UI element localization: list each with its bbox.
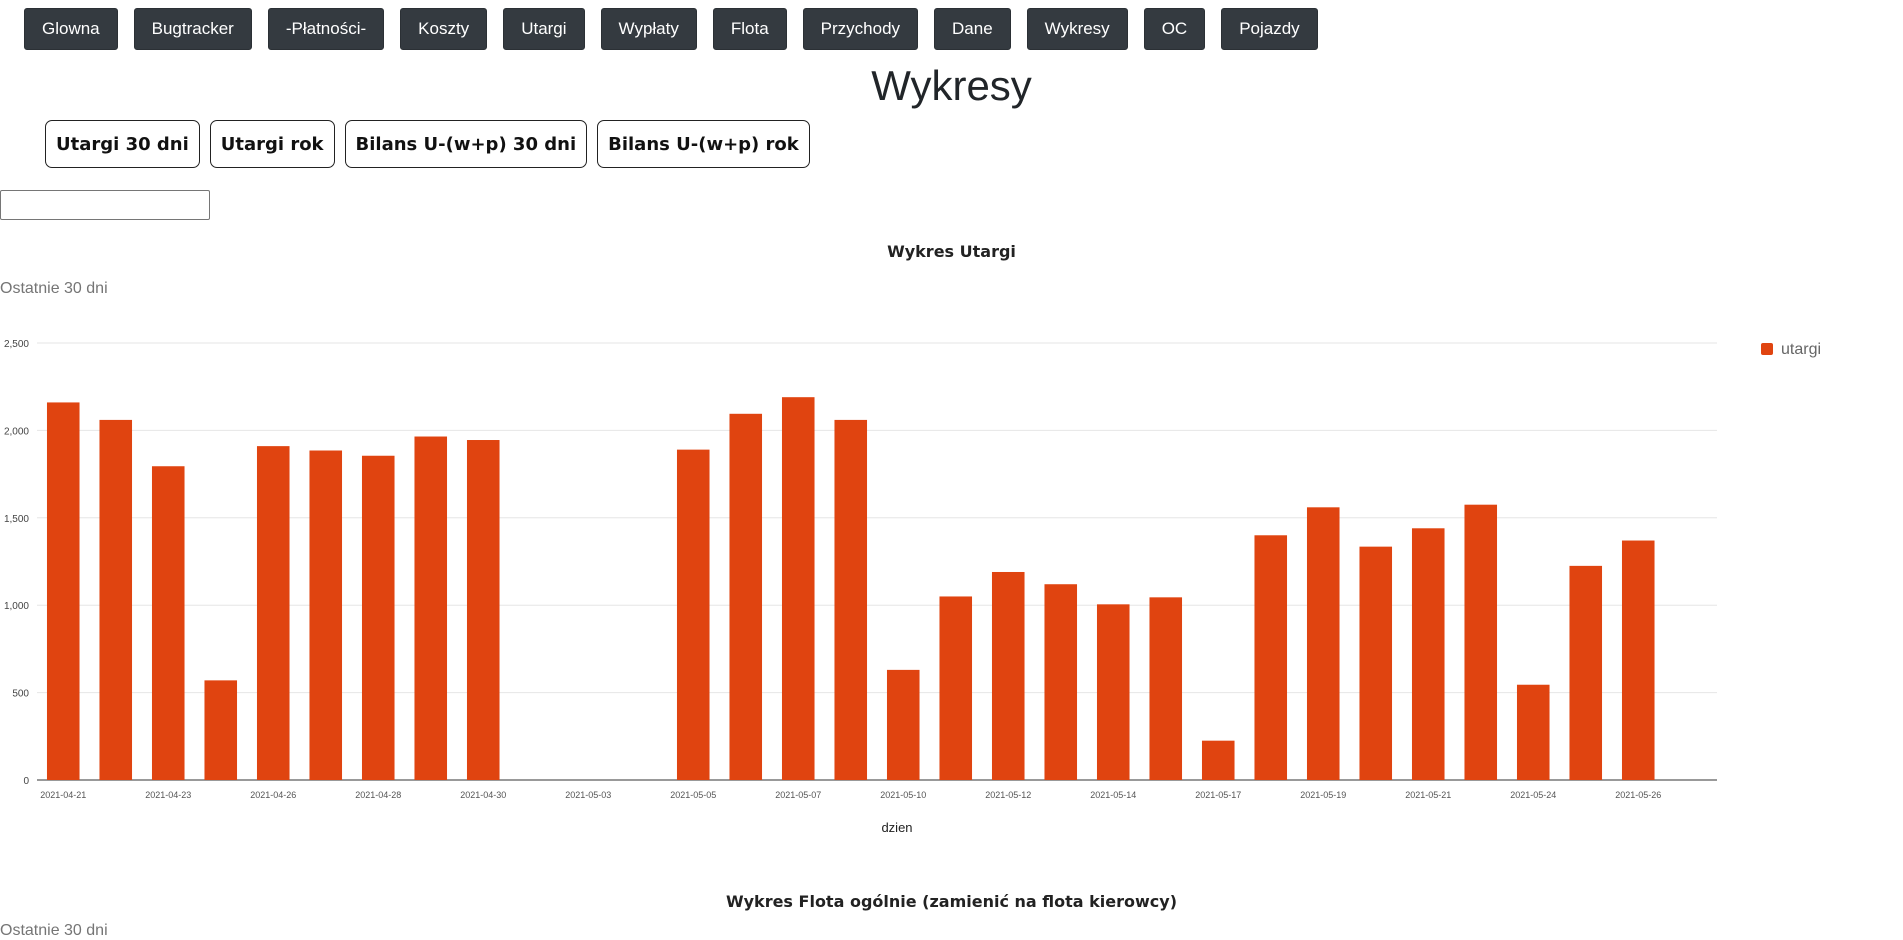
nav-przychody-button[interactable]: Przychody — [802, 8, 919, 50]
x-tick-label: 2021-04-28 — [355, 790, 401, 800]
y-tick-label: 2,500 — [4, 339, 29, 350]
bar — [1359, 546, 1393, 780]
x-tick-label: 2021-04-30 — [460, 790, 506, 800]
nav-wyplaty-button[interactable]: Wypłaty — [600, 8, 697, 50]
nav-platnosci-button[interactable]: -Płatności- — [267, 8, 385, 50]
bar — [1254, 535, 1288, 780]
y-tick-label: 500 — [12, 689, 29, 700]
nav-utargi-button[interactable]: Utargi — [503, 8, 585, 50]
nav-glowna-button[interactable]: Glowna — [24, 8, 118, 50]
chart-title: Wykres Utargi — [887, 242, 1016, 261]
bar — [1516, 684, 1550, 780]
bar — [99, 419, 133, 780]
bar — [991, 571, 1025, 780]
bar — [1306, 507, 1340, 780]
x-tick-label: 2021-05-17 — [1195, 790, 1241, 800]
y-tick-label: 1,000 — [4, 601, 29, 612]
utargi-bar-chart: 0 500 1,000 1,500 2,000 2,500 2021-04-21 2021-0… — [4, 339, 1821, 835]
x-axis-title: dzien — [881, 820, 912, 835]
bar — [834, 419, 868, 780]
x-tick-label: 2021-05-05 — [670, 790, 716, 800]
x-tick-label: 2021-05-26 — [1615, 790, 1661, 800]
bar — [1096, 604, 1130, 780]
bilans-30-dni-button[interactable]: Bilans U-(w+p) 30 dni — [344, 120, 588, 168]
chart-subtitle: Ostatnie 30 dni — [0, 280, 108, 297]
x-tick-label: 2021-05-21 — [1405, 790, 1451, 800]
y-tick-label: 0 — [23, 776, 29, 787]
bar — [1464, 504, 1498, 780]
utargi-30-dni-button[interactable]: Utargi 30 dni — [45, 120, 200, 168]
nav-flota-button[interactable]: Flota — [712, 8, 787, 50]
bar — [309, 450, 343, 780]
bar — [1149, 597, 1183, 780]
bar — [676, 449, 710, 780]
x-tick-label: 2021-04-26 — [250, 790, 296, 800]
top-navigation: Glowna Bugtracker -Płatności- Koszty Uta… — [24, 8, 1334, 50]
x-tick-label: 2021-05-10 — [880, 790, 926, 800]
bar — [46, 402, 80, 780]
x-tick-label: 2021-05-24 — [1510, 790, 1556, 800]
bilans-rok-button[interactable]: Bilans U-(w+p) rok — [597, 120, 810, 168]
page-title: Wykresy — [871, 62, 1032, 109]
x-tick-label: 2021-05-19 — [1300, 790, 1346, 800]
nav-bugtracker-button[interactable]: Bugtracker — [133, 8, 252, 50]
x-tick-label: 2021-04-23 — [145, 790, 191, 800]
bar — [1044, 584, 1078, 780]
bar — [151, 466, 185, 780]
x-tick-label: 2021-04-21 — [40, 790, 86, 800]
legend-swatch — [1761, 343, 1773, 355]
bar — [1411, 528, 1445, 780]
bar — [1569, 565, 1603, 780]
x-tick-label: 2021-05-03 — [565, 790, 611, 800]
x-tick-label: 2021-05-12 — [985, 790, 1031, 800]
bar — [414, 436, 448, 780]
flota-chart-title: Wykres Flota ogólnie (zamienić na flota … — [725, 892, 1178, 911]
date-input[interactable] — [0, 190, 210, 220]
nav-pojazdy-button[interactable]: Pojazdy — [1221, 8, 1318, 50]
bar — [256, 446, 290, 780]
nav-koszty-button[interactable]: Koszty — [400, 8, 488, 50]
nav-dane-button[interactable]: Dane — [934, 8, 1011, 50]
utargi-rok-button[interactable]: Utargi rok — [209, 120, 335, 168]
bar — [939, 596, 973, 780]
bar — [1621, 540, 1655, 780]
bar — [729, 413, 763, 780]
x-tick-label: 2021-05-07 — [775, 790, 821, 800]
flota-chart-subtitle: Ostatnie 30 dni — [0, 922, 108, 939]
bar — [886, 669, 920, 780]
chart-selector: Utargi 30 dni Utargi rok Bilans U-(w+p) … — [45, 120, 820, 168]
bar — [1201, 740, 1235, 780]
bar — [361, 455, 395, 780]
legend-label: utargi — [1781, 341, 1821, 358]
bar — [466, 440, 500, 780]
bar — [204, 680, 238, 780]
y-tick-label: 2,000 — [4, 426, 29, 437]
nav-oc-button[interactable]: OC — [1143, 8, 1206, 50]
nav-wykresy-button[interactable]: Wykresy — [1026, 8, 1128, 50]
bar — [781, 397, 815, 780]
x-tick-label: 2021-05-14 — [1090, 790, 1136, 800]
y-tick-label: 1,500 — [4, 514, 29, 525]
